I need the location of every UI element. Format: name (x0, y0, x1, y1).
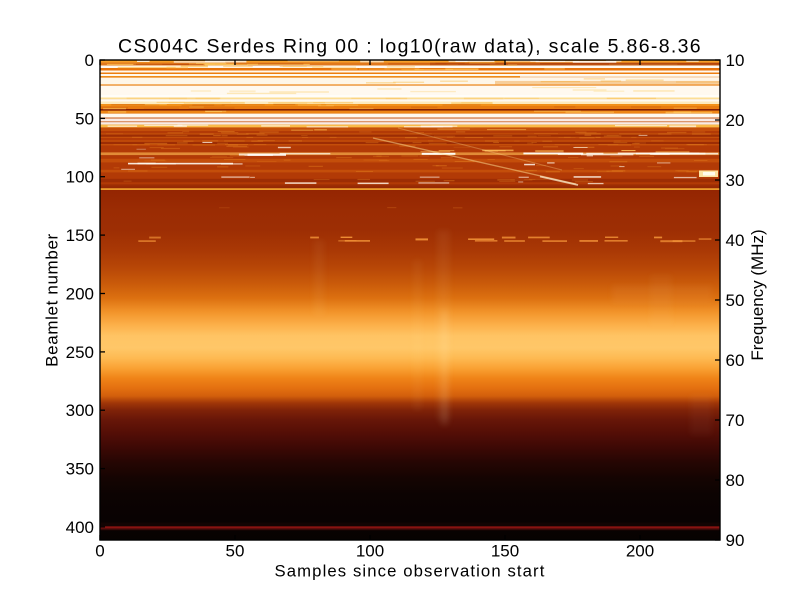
svg-text:250: 250 (66, 343, 94, 362)
svg-text:Samples since observation star: Samples since observation start (275, 562, 546, 581)
svg-text:90: 90 (726, 531, 745, 550)
svg-text:100: 100 (66, 168, 94, 187)
svg-text:Beamlet number: Beamlet number (43, 233, 62, 367)
svg-text:60: 60 (726, 351, 745, 370)
svg-text:50: 50 (75, 109, 94, 128)
svg-text:150: 150 (491, 542, 519, 561)
svg-text:30: 30 (726, 171, 745, 190)
svg-text:200: 200 (626, 542, 654, 561)
svg-text:150: 150 (66, 226, 94, 245)
svg-text:0: 0 (85, 51, 94, 70)
svg-text:20: 20 (726, 111, 745, 130)
svg-text:0: 0 (95, 542, 104, 561)
svg-text:80: 80 (726, 471, 745, 490)
svg-text:70: 70 (726, 411, 745, 430)
svg-text:50: 50 (226, 542, 245, 561)
svg-text:Frequency (MHz): Frequency (MHz) (748, 229, 767, 360)
svg-text:300: 300 (66, 401, 94, 420)
svg-text:400: 400 (66, 518, 94, 537)
svg-text:100: 100 (356, 542, 384, 561)
svg-text:50: 50 (726, 291, 745, 310)
svg-text:350: 350 (66, 460, 94, 479)
svg-text:10: 10 (726, 51, 745, 70)
svg-text:CS004C Serdes Ring 00 : log10(: CS004C Serdes Ring 00 : log10(raw data),… (118, 36, 702, 58)
svg-text:40: 40 (726, 231, 745, 250)
svg-text:200: 200 (66, 285, 94, 304)
